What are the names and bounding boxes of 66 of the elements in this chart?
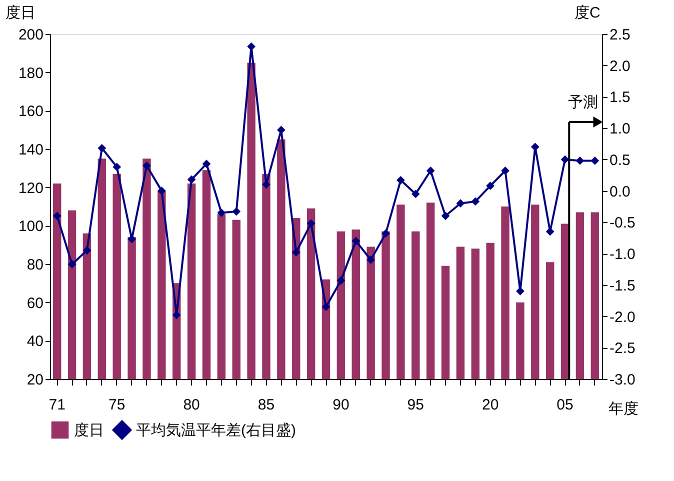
point (52, 212, 62, 220)
y-tick-label: 60 (26, 294, 44, 312)
y2-tick-label: 2.5 (610, 26, 630, 44)
ref-line-label: 予測 (568, 94, 598, 111)
y2-tick-label: -1.5 (610, 277, 636, 294)
y2-axis-title: 度C (574, 4, 600, 22)
point (576, 156, 584, 165)
point (98, 144, 106, 152)
y2-tick-label: -2.0 (610, 308, 636, 326)
x-tick-label: 95 (407, 396, 424, 414)
y2-tick-label: -1.0 (610, 246, 636, 264)
x-tick-label: 71 (48, 396, 66, 414)
y-axis-title: 度日 (6, 4, 36, 22)
y-tick-label: 200 (18, 26, 44, 44)
point (366, 256, 375, 264)
point (157, 186, 166, 195)
y-tick-label: 20 (26, 372, 44, 388)
point (501, 166, 510, 175)
point (187, 175, 196, 184)
point (292, 248, 300, 256)
point (516, 287, 524, 296)
point (336, 276, 346, 285)
point (426, 166, 435, 175)
point (68, 260, 76, 268)
point (486, 182, 495, 190)
x-tick-label: 80 (183, 396, 200, 414)
point (382, 229, 390, 238)
y2-tick-label: -0.5 (610, 214, 636, 232)
legend-label: 度日 (74, 422, 104, 439)
point (456, 199, 465, 208)
y2-tick-label: 0.0 (610, 183, 630, 200)
x-tick-label: 90 (332, 396, 350, 414)
point (306, 219, 316, 228)
point (560, 155, 570, 164)
point (471, 197, 480, 206)
point (112, 162, 122, 172)
point (217, 208, 226, 217)
point (411, 190, 420, 198)
point (232, 207, 241, 216)
y2-tick-label: 0.5 (610, 152, 630, 169)
y2-tick-label: 2.0 (610, 58, 630, 75)
y2-tick-label: 1.0 (610, 120, 630, 138)
point (142, 162, 151, 170)
x-tick-label: 20 (482, 396, 499, 414)
y2-tick-label: 1.5 (610, 89, 630, 106)
y-tick-label: 40 (26, 333, 44, 350)
y-tick-label: 80 (26, 256, 44, 274)
point (82, 246, 92, 255)
y-tick-label: 120 (18, 180, 44, 197)
point (352, 236, 360, 246)
y-tick-label: 160 (18, 103, 44, 120)
x-tick-label: 85 (258, 396, 275, 414)
x-tick-label: 05 (556, 396, 574, 414)
y2-tick-label: -2.5 (610, 340, 636, 358)
y-tick-label: 180 (18, 64, 44, 82)
y-tick-label: 140 (18, 142, 44, 158)
y-tick-label: 100 (18, 218, 44, 236)
x-tick-label: 75 (108, 396, 126, 414)
point (202, 160, 211, 168)
point (590, 156, 600, 165)
point (396, 176, 405, 184)
point (322, 302, 330, 312)
x-axis-title: 年度 (608, 400, 638, 418)
point (441, 212, 450, 220)
legend-label: 平均気温平年差(右目盛) (136, 422, 296, 439)
y2-tick-label: -3.0 (610, 372, 636, 388)
